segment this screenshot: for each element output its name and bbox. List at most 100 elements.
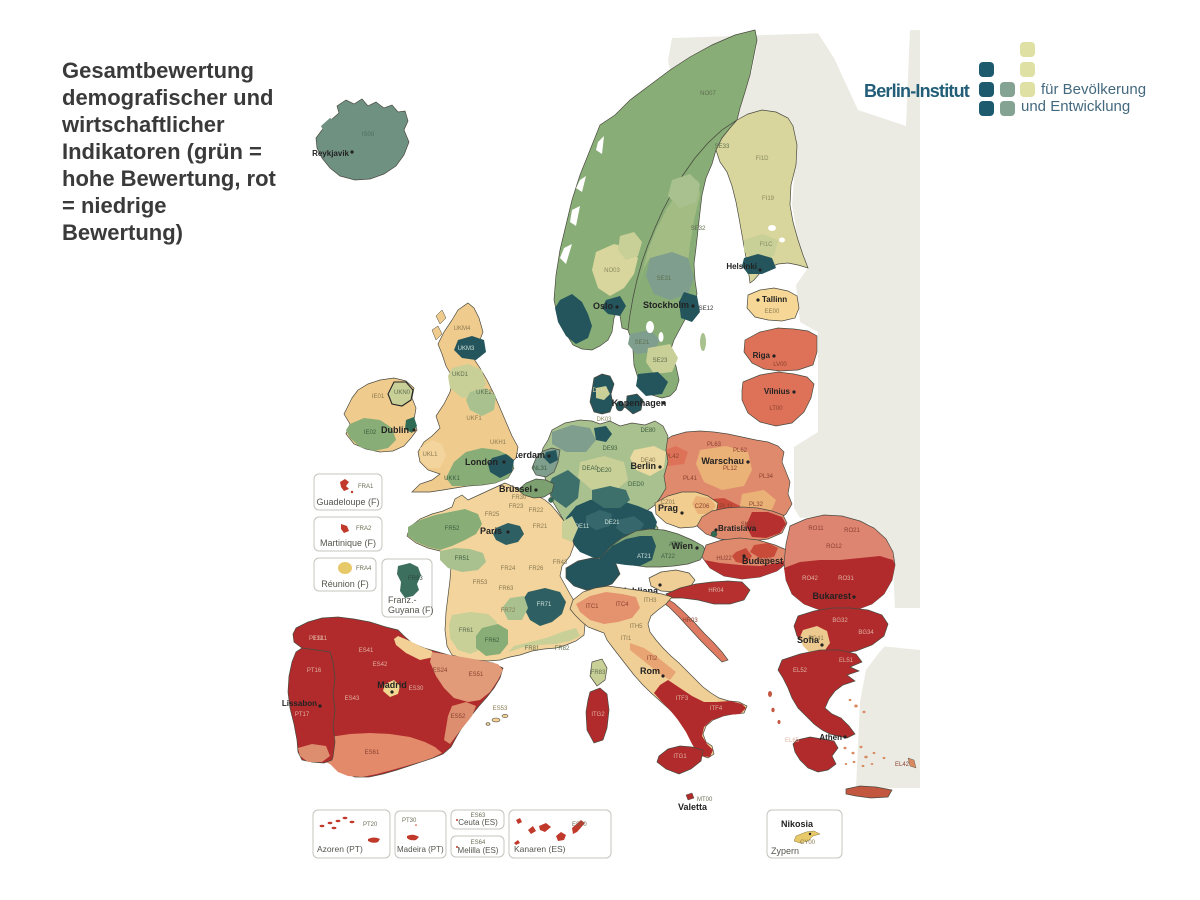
svg-text:ES70: ES70 [572,822,587,828]
svg-text:BG34: BG34 [858,630,874,636]
svg-text:FR26: FR26 [529,566,544,572]
svg-text:ES24: ES24 [433,668,448,674]
svg-text:PL62: PL62 [733,448,748,454]
svg-text:SE32: SE32 [691,226,706,232]
svg-text:ES30: ES30 [409,686,424,692]
svg-text:FR43: FR43 [553,560,568,566]
svg-text:Berlin: Berlin [630,461,656,471]
svg-text:BG32: BG32 [832,618,848,624]
svg-text:Prag: Prag [658,503,678,513]
svg-text:Franz.-: Franz.- [388,595,417,605]
svg-text:FR25: FR25 [485,512,500,518]
svg-text:ES51: ES51 [469,672,484,678]
svg-text:PL11: PL11 [719,504,733,510]
svg-text:Athen: Athen [819,733,842,742]
svg-text:Wien: Wien [672,541,693,551]
svg-text:ITC1: ITC1 [585,604,599,610]
svg-text:CZ01: CZ01 [661,500,676,506]
svg-text:Kopenhagen: Kopenhagen [612,398,667,408]
svg-text:HU32: HU32 [756,558,772,564]
svg-text:Riga: Riga [753,351,771,360]
svg-text:Réunion (F): Réunion (F) [321,579,369,589]
svg-text:Oslo: Oslo [593,301,614,311]
svg-text:PT30: PT30 [402,818,417,824]
svg-text:SE21: SE21 [635,340,650,346]
svg-text:FR63: FR63 [499,586,514,592]
svg-text:UKN0: UKN0 [394,390,411,396]
svg-text:Tallinn: Tallinn [762,295,787,304]
svg-text:London: London [465,457,498,467]
svg-text:FR52: FR52 [445,526,460,532]
svg-text:ES42: ES42 [373,662,388,668]
svg-text:DEA0: DEA0 [582,466,598,472]
svg-text:Amsterdam: Amsterdam [495,450,545,460]
svg-text:Vilnius: Vilnius [764,387,791,396]
svg-text:HR03: HR03 [682,618,698,624]
svg-text:RO31: RO31 [838,576,854,582]
svg-text:UKM4: UKM4 [454,326,471,332]
svg-text:CZ06: CZ06 [695,504,710,510]
svg-text:PL63: PL63 [707,442,722,448]
svg-text:RO11: RO11 [808,526,824,532]
svg-text:EL42: EL42 [895,762,910,768]
svg-text:PT16: PT16 [307,668,322,674]
svg-text:DE93: DE93 [602,446,618,452]
svg-text:AT22: AT22 [661,554,676,560]
svg-text:UKF1: UKF1 [466,416,482,422]
svg-text:Lissabon: Lissabon [282,699,317,708]
svg-text:FR51: FR51 [455,556,470,562]
svg-text:HU22: HU22 [716,556,732,562]
svg-text:DE80: DE80 [640,428,656,434]
svg-text:FRA1: FRA1 [358,484,374,490]
svg-text:FI1C: FI1C [759,242,773,248]
svg-text:Dublin: Dublin [381,425,409,435]
svg-text:ES41: ES41 [359,648,374,654]
svg-text:SE23: SE23 [653,358,668,364]
svg-text:PL41: PL41 [683,476,698,482]
svg-text:ITI1: ITI1 [621,636,632,642]
svg-text:Bratislava: Bratislava [718,524,757,533]
svg-text:HR04: HR04 [708,588,724,594]
svg-text:DE20: DE20 [596,468,612,474]
svg-text:PT17: PT17 [295,712,310,718]
svg-text:CY00: CY00 [800,840,816,846]
svg-text:PT11: PT11 [309,636,324,642]
svg-text:FR22: FR22 [529,508,544,514]
svg-text:IE02: IE02 [364,430,377,436]
svg-text:Ceuta (ES): Ceuta (ES) [458,818,498,827]
svg-text:FR53: FR53 [473,580,488,586]
svg-text:ITF3: ITF3 [676,696,689,702]
svg-text:FR61: FR61 [459,628,474,634]
svg-text:Zypern: Zypern [771,846,799,856]
svg-text:RO12: RO12 [826,544,842,550]
svg-text:Azoren (PT): Azoren (PT) [317,844,363,854]
svg-text:ITG2: ITG2 [591,712,605,718]
svg-text:SK03: SK03 [741,522,756,528]
svg-text:FRA2: FRA2 [356,526,372,532]
svg-text:EL65: EL65 [785,738,800,744]
svg-text:FRA4: FRA4 [356,566,372,572]
svg-text:ES63: ES63 [471,813,486,819]
svg-text:Melilla (ES): Melilla (ES) [458,846,499,855]
svg-text:FR81: FR81 [525,646,540,652]
svg-text:AT21: AT21 [637,554,652,560]
svg-text:PL42: PL42 [665,454,680,460]
svg-text:UKL1: UKL1 [422,452,438,458]
svg-text:Valetta: Valetta [678,802,708,812]
svg-text:EL51: EL51 [839,658,854,664]
svg-text:Warschau: Warschau [701,456,744,466]
svg-text:RO21: RO21 [844,528,860,534]
svg-text:Sofia: Sofia [797,635,820,645]
svg-text:ES53: ES53 [493,706,508,712]
svg-text:SE33: SE33 [715,144,730,150]
svg-text:ES64: ES64 [471,840,486,846]
svg-text:Stockholm: Stockholm [643,300,689,310]
svg-text:EL52: EL52 [793,668,808,674]
svg-text:Brüssel: Brüssel [499,484,532,494]
svg-text:DK05: DK05 [592,388,608,394]
svg-text:Madrid: Madrid [377,680,407,690]
svg-text:FR83: FR83 [591,670,606,676]
svg-text:ITG1: ITG1 [673,754,687,760]
svg-text:MT00: MT00 [697,797,713,803]
svg-text:Martinique (F): Martinique (F) [320,538,376,548]
